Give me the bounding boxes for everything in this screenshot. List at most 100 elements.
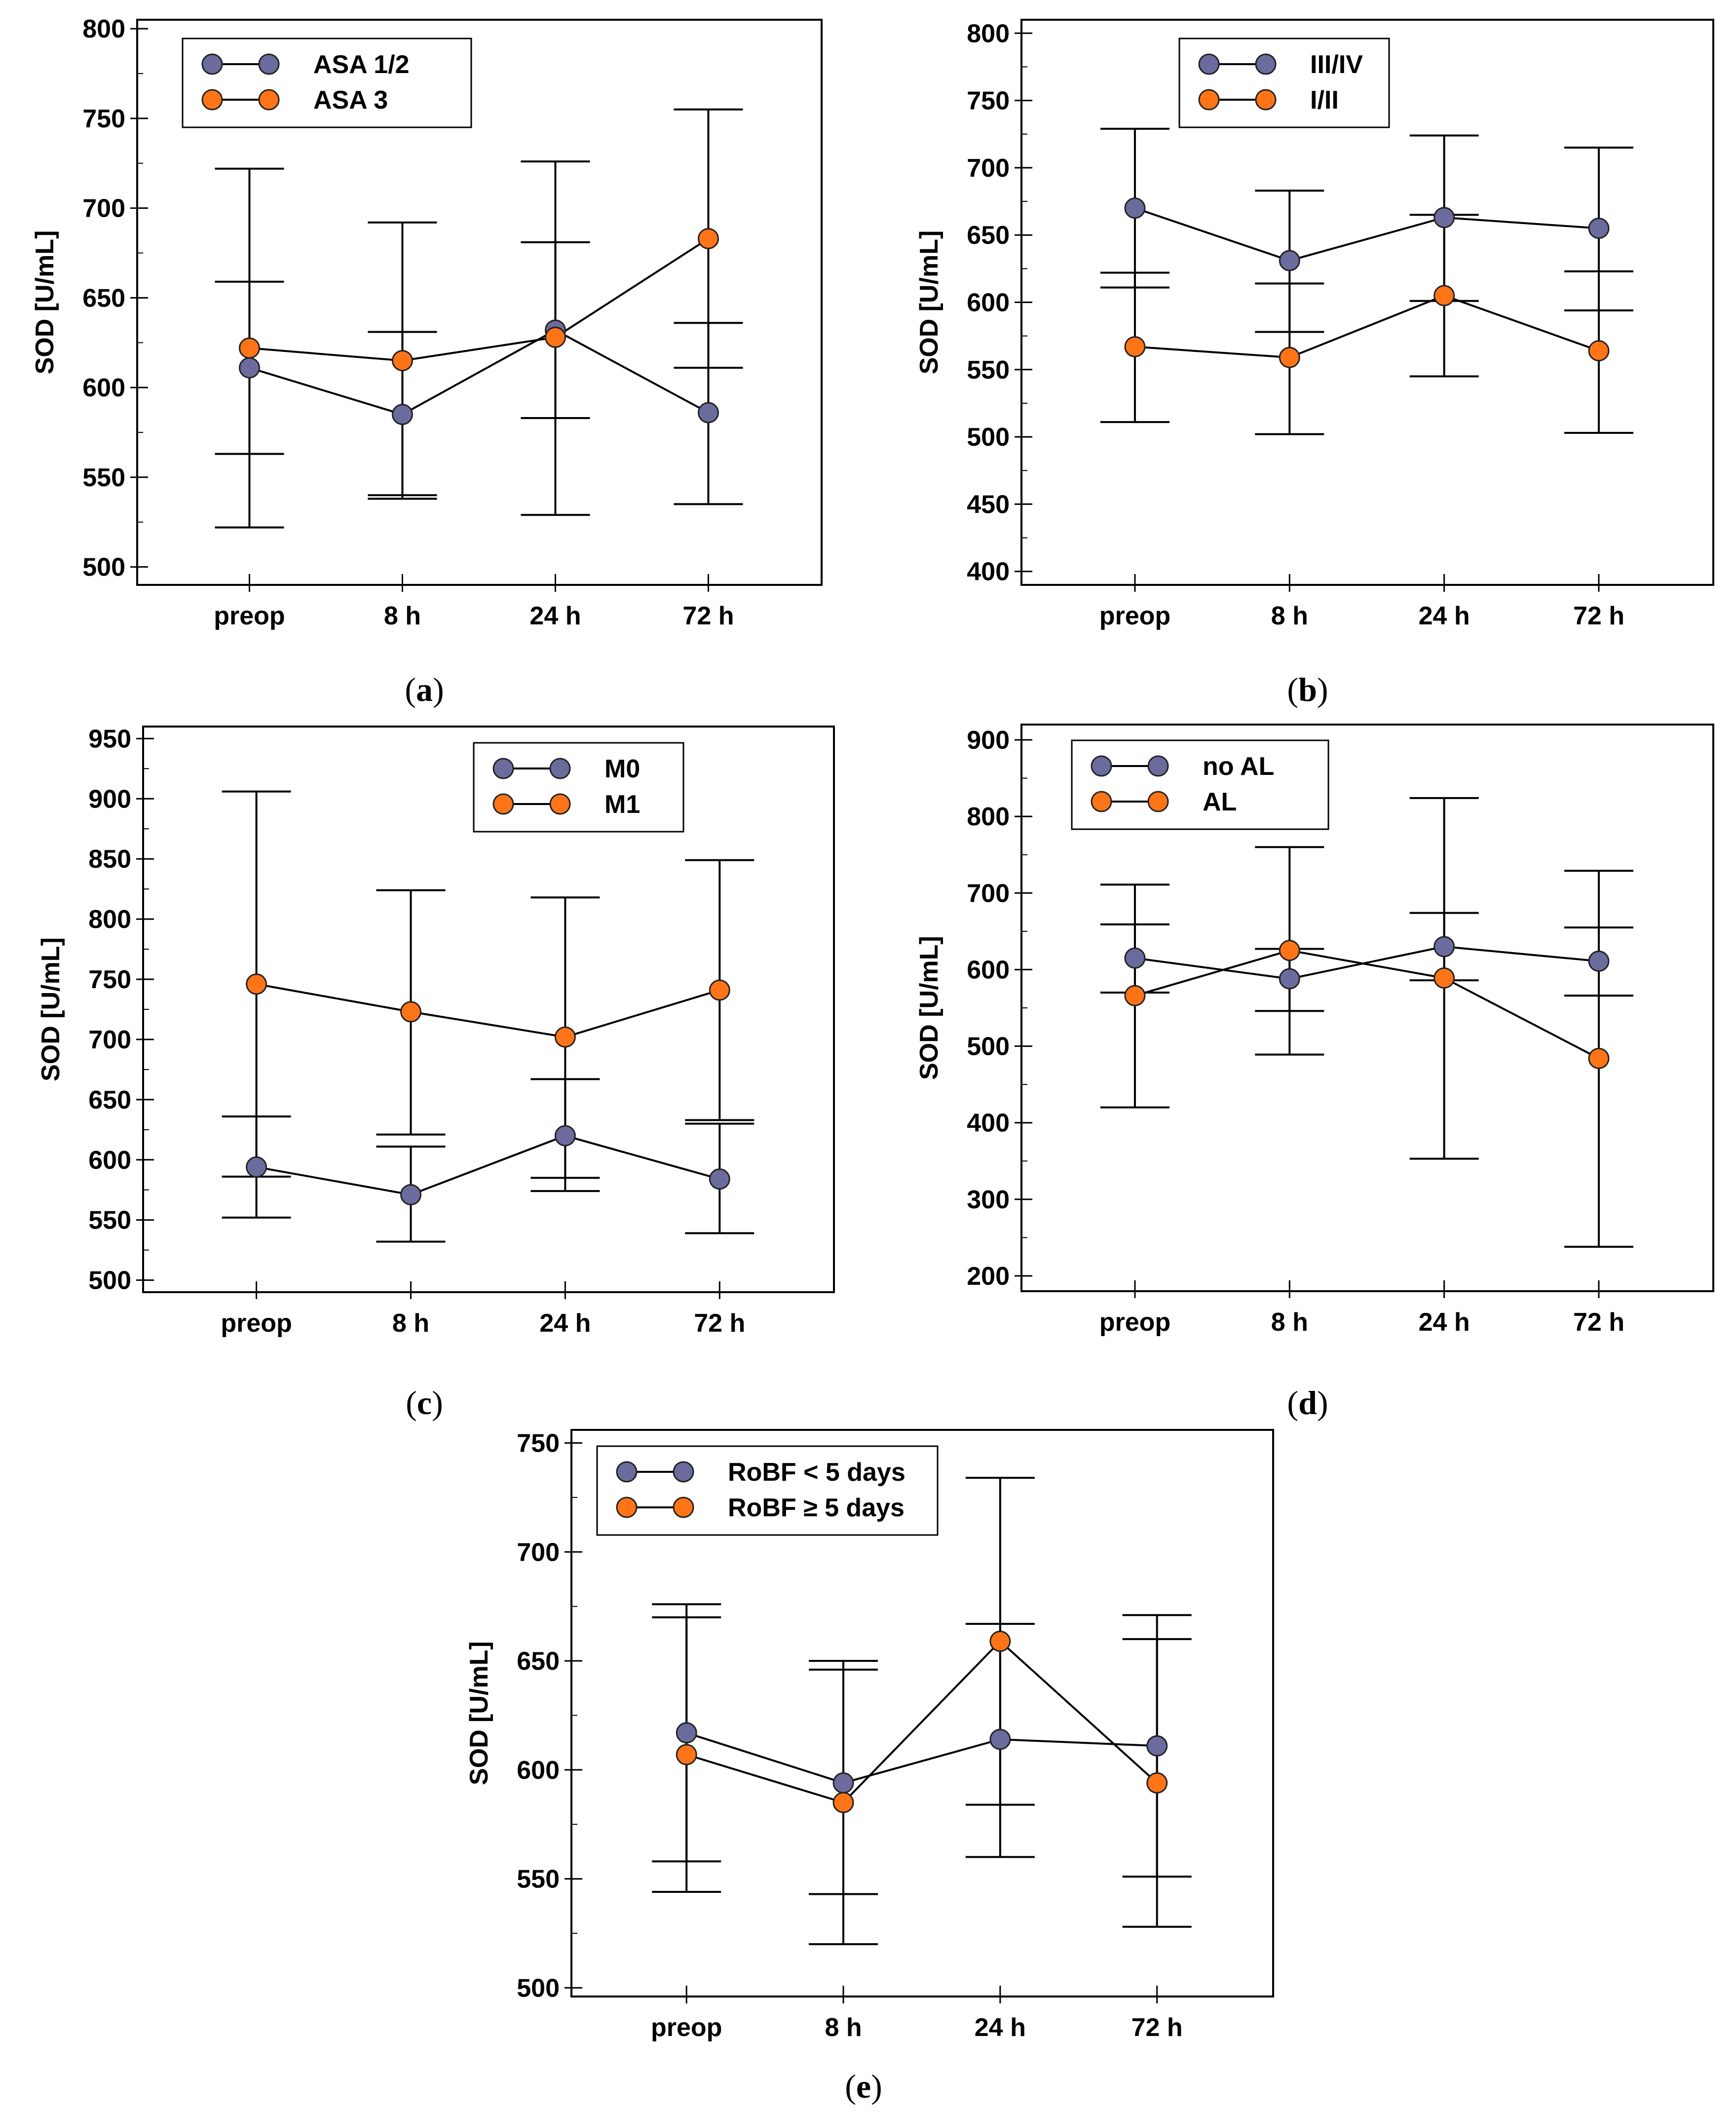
data-point xyxy=(989,1630,1011,1652)
y-tick-label: 850 xyxy=(88,845,131,874)
chart-panel-c: 500 550 600 650 700 750 800 850 900 950 preop 8 h 24… xyxy=(37,725,835,1421)
data-point xyxy=(676,1722,697,1744)
series-line-1 xyxy=(1134,945,1599,980)
y-tick-label: 400 xyxy=(967,1109,1010,1138)
chart-panel-a: 500 550 600 650 700 750 800 preop 8 h 24 h 72 h SOD… xyxy=(31,15,823,708)
data-point xyxy=(1588,1047,1610,1069)
data-point xyxy=(697,402,719,423)
data-point xyxy=(676,1744,697,1766)
legend-marker xyxy=(201,53,223,75)
legend-label: I/II xyxy=(1310,86,1339,115)
chart-panel-d: 200 300 400 500 600 700 800 900 preop 8 h 24 h 72 h… xyxy=(915,724,1714,1421)
legend-box xyxy=(1071,739,1329,830)
data-point xyxy=(1279,346,1300,368)
panel-caption: (e) xyxy=(845,2068,882,2105)
x-tick-label: 72 h xyxy=(1132,2013,1183,2042)
y-tick-label: 500 xyxy=(82,553,125,582)
y-axis-label: SOD [U/mL] xyxy=(31,230,59,375)
x-tick-label: preop xyxy=(651,2013,722,2042)
legend-label: III/IV xyxy=(1310,50,1363,79)
legend-marker xyxy=(201,89,223,111)
x-tick-label: 72 h xyxy=(1573,1308,1624,1337)
y-tick-label: 900 xyxy=(967,726,1010,755)
y-tick-label: 600 xyxy=(82,374,125,402)
data-point xyxy=(544,326,566,348)
y-axis-label: SOD [U/mL] xyxy=(37,937,65,1081)
data-point xyxy=(238,357,260,379)
panel-caption-letter: a xyxy=(416,671,433,708)
y-axis-label: SOD [U/mL] xyxy=(915,936,943,1080)
legend-marker xyxy=(1147,755,1169,777)
series-line-2 xyxy=(249,237,709,362)
y-axis-label: SOD [U/mL] xyxy=(915,230,943,375)
legend-label: no AL xyxy=(1203,752,1274,781)
series-line-1 xyxy=(256,1134,720,1196)
panel-caption: (a) xyxy=(405,671,444,708)
series-line-2 xyxy=(686,1640,1158,1804)
x-tick-label: 24 h xyxy=(539,1309,591,1338)
legend-box xyxy=(182,38,472,128)
y-tick-label: 450 xyxy=(967,490,1010,519)
x-tick-label: preop xyxy=(221,1309,292,1338)
legend-marker xyxy=(673,1497,694,1518)
legend-box xyxy=(1178,38,1390,128)
data-point xyxy=(1146,1735,1168,1757)
y-tick-label: 600 xyxy=(967,956,1010,984)
data-point xyxy=(246,973,267,995)
legend-label: ASA 1/2 xyxy=(313,50,410,79)
data-point xyxy=(1124,985,1146,1006)
x-tick-label: 72 h xyxy=(694,1309,745,1338)
data-point xyxy=(1279,250,1300,271)
data-point xyxy=(238,337,260,359)
data-point xyxy=(697,228,719,249)
data-point xyxy=(1146,1772,1168,1794)
panel-caption-letter: b xyxy=(1298,671,1317,708)
series-line-1 xyxy=(686,1731,1157,1784)
legend-marker xyxy=(258,53,280,75)
y-tick-label: 300 xyxy=(967,1186,1010,1214)
data-point xyxy=(1588,218,1610,239)
legend-marker xyxy=(492,758,514,779)
data-point xyxy=(1124,336,1146,357)
legend-marker xyxy=(549,758,571,779)
y-tick-label: 500 xyxy=(88,1267,131,1295)
x-tick-label: 72 h xyxy=(682,602,734,630)
x-tick-label: 24 h xyxy=(1419,1308,1470,1337)
y-tick-label: 550 xyxy=(517,1865,560,1894)
data-point xyxy=(1434,285,1455,307)
data-point xyxy=(400,1001,421,1023)
series-line-2 xyxy=(256,983,720,1038)
data-point xyxy=(709,979,730,1001)
data-point xyxy=(709,1168,730,1190)
data-point xyxy=(554,1026,576,1048)
x-tick-label: 8 h xyxy=(384,602,421,630)
legend-marker xyxy=(1198,89,1220,111)
series-line-2 xyxy=(1134,949,1599,1060)
legend-marker xyxy=(673,1461,694,1483)
plot-frame xyxy=(570,1429,1274,1997)
y-tick-label: 700 xyxy=(88,1026,131,1054)
legend-label: M1 xyxy=(604,790,640,819)
legend-marker xyxy=(1147,791,1169,812)
x-tick-label: 24 h xyxy=(529,602,581,630)
series-line-1 xyxy=(249,329,709,416)
y-tick-label: 500 xyxy=(967,423,1010,452)
panel-caption: (b) xyxy=(1287,671,1328,708)
data-point xyxy=(1279,940,1300,961)
data-point xyxy=(391,350,413,372)
legend-marker xyxy=(1091,755,1112,777)
chart-panel-b: 400 450 500 550 600 650 700 750 800 preop 8 h 24 h 7… xyxy=(915,19,1714,708)
y-axis-label: SOD [U/mL] xyxy=(465,1641,493,1785)
data-point xyxy=(391,404,413,425)
x-tick-label: 24 h xyxy=(975,2013,1026,2042)
data-point xyxy=(554,1125,576,1147)
legend-box xyxy=(473,742,684,833)
y-tick-label: 700 xyxy=(517,1538,560,1567)
y-tick-label: 600 xyxy=(967,289,1010,317)
legend-marker xyxy=(1255,89,1277,111)
panel-caption: (d) xyxy=(1287,1384,1328,1421)
data-point xyxy=(1434,936,1455,958)
legend-box xyxy=(596,1445,939,1536)
legend-marker xyxy=(1091,791,1112,812)
